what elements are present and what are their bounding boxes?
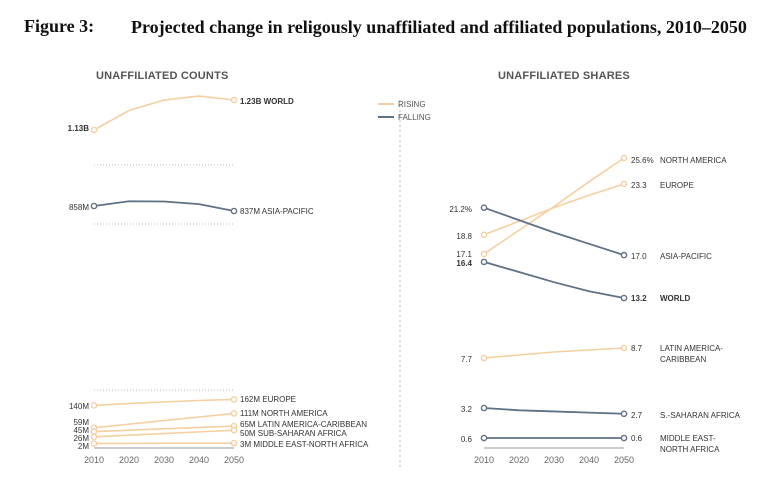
shares-end-value: 25.6% [631, 156, 654, 165]
counts-series-line [93, 429, 235, 438]
shares-end-name: NORTH AMERICA [660, 156, 727, 165]
shares-start-label: 0.6 [461, 435, 473, 444]
counts-end-label: 3M MIDDLE EAST-NORTH AFRICA [240, 440, 369, 449]
shares-start-label: 21.2% [449, 205, 472, 214]
counts-series-line [93, 398, 235, 407]
counts-data-point [90, 428, 98, 435]
shares-data-point [480, 250, 488, 258]
counts-x-tick-label: 2010 [84, 455, 104, 465]
shares-series-line [483, 407, 625, 415]
counts-data-point [90, 440, 98, 447]
shares-end-value: 17.0 [631, 252, 647, 261]
shares-end-name: CARIBBEAN [660, 355, 706, 364]
figure-label: Figure 3: [24, 16, 95, 36]
legend-rising-label: RISING [398, 100, 426, 109]
shares-series-line [483, 157, 625, 255]
counts-start-label: 2M [78, 442, 89, 451]
shares-end-name: S.-SAHARAN AFRICA [660, 411, 741, 420]
shares-end-value: 8.7 [631, 344, 643, 353]
legend-falling-label: FALLING [398, 113, 431, 122]
counts-series-line [93, 95, 235, 131]
shares-series-line [483, 183, 625, 236]
shares-data-point [620, 434, 628, 442]
shares-end-value: 2.7 [631, 411, 643, 420]
shares-data-point [480, 404, 488, 412]
shares-x-tick-label: 2010 [474, 455, 494, 465]
shares-data-point [620, 154, 628, 162]
counts-end-label: 837M ASIA-PACIFIC [240, 207, 314, 216]
counts-series-line [93, 425, 235, 433]
counts-data-point [90, 126, 98, 134]
counts-data-point [230, 96, 238, 104]
shares-end-value: 0.6 [631, 434, 643, 443]
shares-panel-title: UNAFFILIATED SHARES [498, 70, 630, 82]
shares-data-point [480, 204, 488, 211]
shares-series-line [483, 261, 625, 299]
counts-x-tick-label: 2020 [119, 455, 139, 465]
shares-data-point [480, 231, 488, 239]
counts-series-line [93, 412, 235, 429]
counts-x-tick-label: 2030 [154, 455, 174, 465]
counts-data-point [230, 439, 238, 447]
counts-end-label: 162M EUROPE [240, 395, 296, 404]
shares-end-name: LATIN AMERICA- [660, 344, 723, 353]
shares-x-tick-label: 2050 [614, 455, 634, 465]
counts-start-label: 858M [69, 203, 89, 212]
counts-panel-title: UNAFFILIATED COUNTS [96, 70, 229, 82]
counts-data-point [230, 410, 238, 417]
counts-data-point [230, 207, 238, 215]
shares-start-label: 17.1 [456, 250, 472, 259]
shares-end-name: EUROPE [660, 181, 694, 190]
shares-x-tick-label: 2020 [509, 455, 529, 465]
counts-start-label: 59M [73, 418, 89, 427]
counts-end-label: 65M LATIN AMERICA-CARIBBEAN [240, 420, 367, 429]
counts-x-tick-label: 2040 [189, 455, 209, 465]
shares-start-label: 7.7 [461, 355, 473, 364]
shares-start-label: 3.2 [461, 405, 473, 414]
shares-data-point [620, 294, 628, 302]
counts-data-point [90, 433, 98, 441]
shares-data-point [620, 180, 628, 188]
counts-data-point [90, 202, 98, 210]
shares-end-value: 13.2 [631, 294, 647, 303]
shares-data-point [620, 344, 628, 352]
counts-start-label: 140M [69, 402, 89, 411]
shares-series-line [483, 347, 625, 359]
figure-title: Projected change in religously unaffilia… [131, 17, 747, 37]
counts-x-tick-label: 2050 [224, 455, 244, 465]
shares-end-name: NORTH AFRICA [660, 445, 720, 454]
counts-start-label: 1.13B [68, 124, 90, 133]
shares-data-point [480, 258, 488, 266]
counts-end-label: 50M SUB-SAHARAN AFRICA [240, 429, 347, 438]
counts-series-line [93, 200, 235, 212]
shares-end-value: 23.3 [631, 181, 647, 190]
shares-data-point [620, 251, 628, 259]
counts-data-point [90, 402, 98, 409]
counts-end-label: 1.23B WORLD [240, 97, 294, 106]
counts-start-label: 45M [73, 426, 89, 435]
shares-series-line [483, 206, 625, 256]
counts-data-point [230, 396, 238, 403]
shares-x-tick-label: 2040 [579, 455, 599, 465]
counts-end-label: 111M NORTH AMERICA [240, 409, 328, 418]
counts-chart: 2010 2020 2030 2040 2050 1.13B 1.23B WORLD 858M… [68, 95, 369, 465]
shares-x-tick-label: 2030 [544, 455, 564, 465]
shares-end-name: MIDDLE EAST- [660, 434, 716, 443]
legend: RISING FALLING [378, 100, 431, 122]
shares-start-label: 18.8 [456, 232, 472, 241]
shares-data-point [620, 410, 628, 418]
shares-data-point [480, 354, 488, 362]
shares-data-point [480, 434, 488, 442]
shares-end-name: WORLD [660, 294, 690, 303]
shares-chart: 2010 2020 2030 2040 2050 17.1 25.6% NORTH AMERI… [449, 154, 741, 465]
counts-start-label: 26M [73, 434, 89, 443]
counts-data-point [230, 426, 238, 434]
shares-start-label: 16.4 [456, 259, 472, 268]
shares-end-name: ASIA-PACIFIC [660, 252, 712, 261]
